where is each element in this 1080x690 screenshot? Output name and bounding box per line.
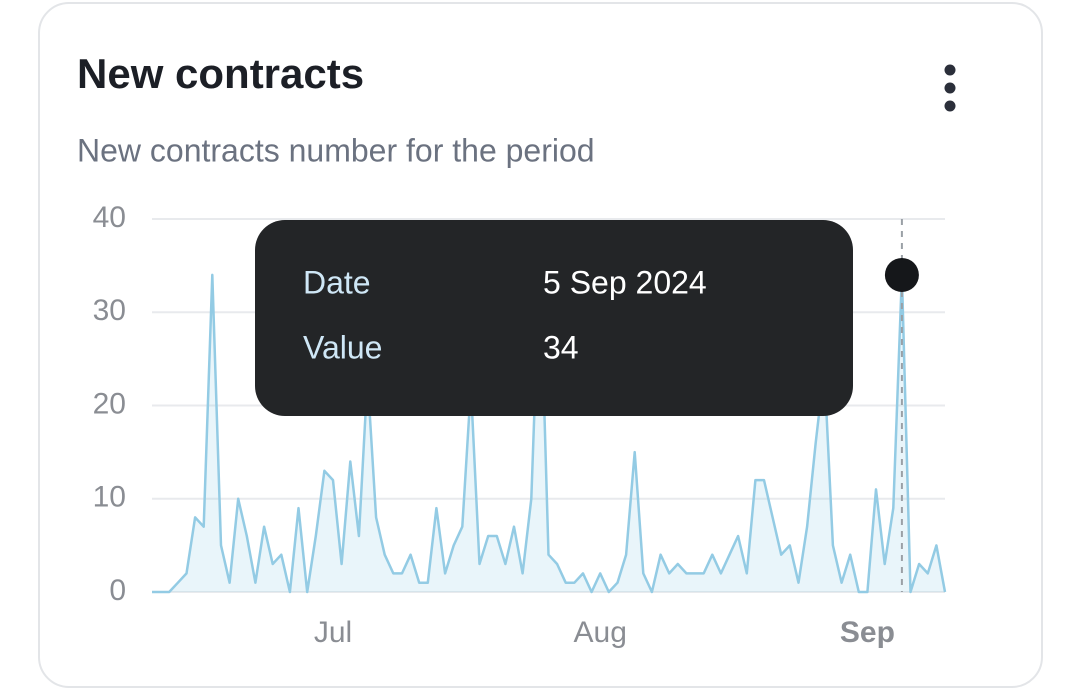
y-tick-label: 30: [93, 294, 126, 327]
y-tick-label: 40: [93, 201, 126, 234]
y-tick-label: 20: [93, 387, 126, 420]
tooltip-label: Date: [303, 264, 371, 300]
area: [152, 256, 945, 592]
tooltip-label: Value: [303, 329, 382, 365]
chart-subtitle: New contracts number for the period: [77, 132, 595, 168]
tooltip-box: [255, 220, 853, 416]
x-tick-label: Sep: [840, 616, 895, 649]
x-tick-label: Jul: [314, 616, 352, 649]
menu-button[interactable]: [944, 64, 956, 112]
chart-title: New contracts: [77, 50, 364, 97]
x-tick-label: Aug: [574, 616, 627, 649]
hover-point: [884, 257, 919, 292]
menu-dot[interactable]: [944, 82, 956, 94]
menu-dot[interactable]: [944, 64, 956, 76]
tooltip: Date Value 5 Sep 2024 34: [255, 220, 853, 416]
tooltip-value: 34: [543, 329, 579, 365]
menu-dot[interactable]: [944, 100, 956, 112]
tooltip-date: 5 Sep 2024: [543, 264, 707, 300]
line: [152, 255, 947, 594]
y-tick-label: 0: [109, 574, 126, 607]
y-tick-label: 10: [93, 481, 126, 514]
